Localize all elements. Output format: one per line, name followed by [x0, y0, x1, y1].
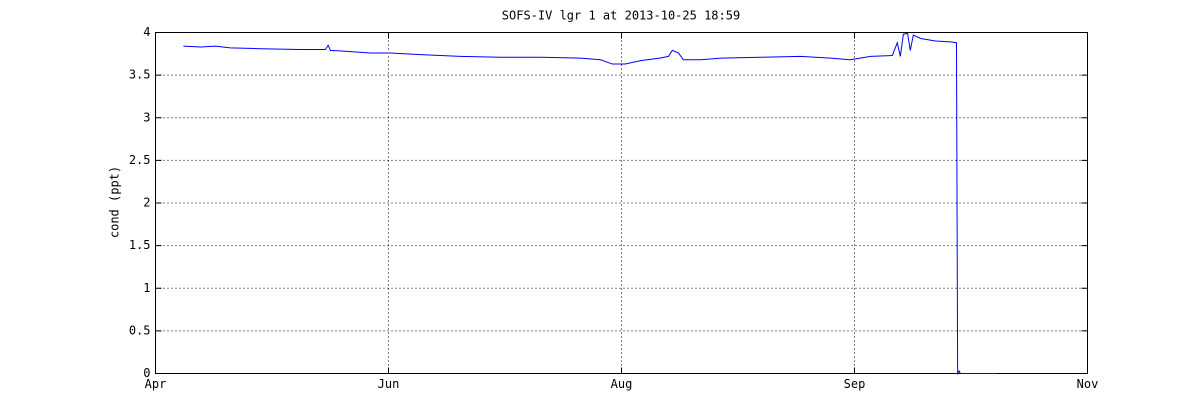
- chart-title: SOFS-IV lgr 1 at 2013-10-25 18:59: [502, 9, 740, 23]
- x-tick-label: Jun: [378, 377, 400, 391]
- x-tick-label: Sep: [844, 377, 866, 391]
- y-tick-label: 1: [143, 281, 150, 295]
- y-tick-label: 1.5: [129, 238, 151, 252]
- y-tick-label: 3.5: [129, 68, 151, 82]
- x-tick-label: Nov: [1077, 377, 1099, 391]
- y-tick-label: 3: [143, 110, 150, 124]
- y-tick-label: 4: [143, 25, 150, 39]
- plot-frame: [155, 32, 1088, 374]
- x-tick-label: Apr: [145, 377, 167, 391]
- x-tick-label: Aug: [611, 377, 633, 391]
- y-tick-label: 0.5: [129, 323, 151, 337]
- y-tick-label: 0: [143, 366, 150, 380]
- y-tick-label: 2: [143, 196, 150, 210]
- y-tick-label: 2.5: [129, 153, 151, 167]
- y-axis-label: cond (ppt): [108, 166, 122, 238]
- data-line: [183, 32, 996, 376]
